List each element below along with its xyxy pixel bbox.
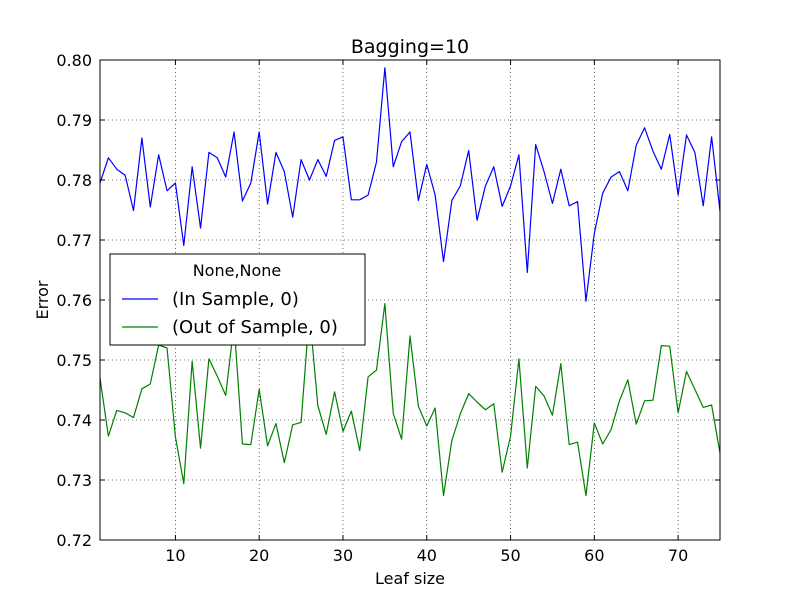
series-group [99,67,721,497]
x-axis-title: Leaf size [375,569,445,588]
chart-title: Bagging=10 [351,36,469,58]
x-tick-label: 70 [668,546,688,565]
y-tick-label: 0.74 [56,411,92,430]
series-line-in-sample [99,67,721,302]
x-tick-label: 40 [417,546,437,565]
y-tick-label: 0.77 [56,231,92,250]
y-tick-label: 0.76 [56,291,92,310]
x-tick-label: 10 [165,546,185,565]
x-tick-label: 50 [500,546,520,565]
axis-ticks: 0.72 0.73 0.74 0.75 0.76 0.77 0.78 0.79 0.80 10 20… [56,51,720,565]
y-tick-label: 0.73 [56,471,92,490]
y-axis-title: Error [33,280,52,319]
x-tick-label: 20 [249,546,269,565]
y-tick-label: 0.72 [56,531,92,550]
series-line-out-of-sample [99,303,721,497]
y-tick-label: 0.79 [56,111,92,130]
y-tick-label: 0.75 [56,351,92,370]
y-tick-label: 0.78 [56,171,92,190]
x-tick-label: 60 [584,546,604,565]
legend-title: None,None [193,261,282,280]
legend: None,None (In Sample, 0) (Out of Sample,… [109,253,366,346]
y-tick-label: 0.80 [56,51,92,70]
legend-label-in-sample: (In Sample, 0) [172,289,299,310]
x-tick-label: 30 [333,546,353,565]
legend-label-out-of-sample: (Out of Sample, 0) [172,317,338,338]
